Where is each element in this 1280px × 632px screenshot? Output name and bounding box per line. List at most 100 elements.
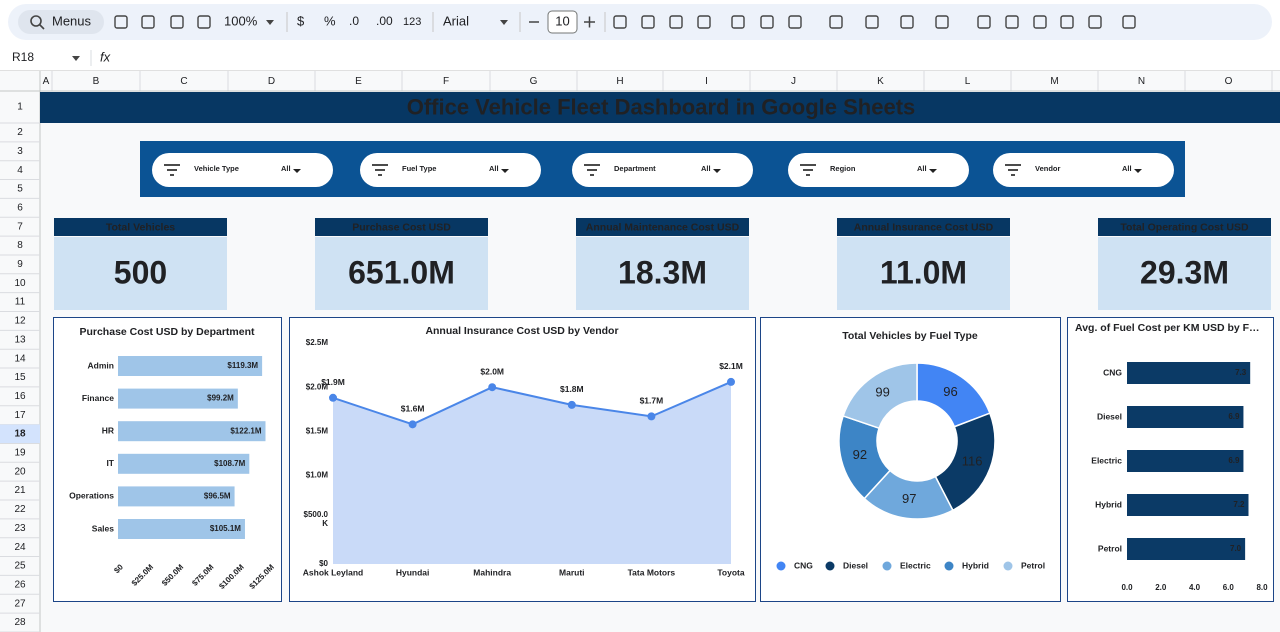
toolbar-font[interactable]: Arial (443, 13, 469, 28)
row-header[interactable]: 21 (14, 485, 26, 496)
row-header[interactable]: 15 (14, 372, 26, 383)
toolbar-icon[interactable] (977, 15, 991, 29)
filter-value[interactable]: All (281, 164, 291, 173)
filter-value[interactable]: All (1122, 164, 1132, 173)
toolbar-percent[interactable]: % (324, 13, 336, 28)
toolbar-icon[interactable] (731, 15, 745, 29)
bar[interactable] (118, 356, 263, 376)
toolbar-icon[interactable] (141, 15, 155, 29)
row-header[interactable]: 6 (17, 202, 23, 213)
toolbar-icon[interactable] (900, 15, 914, 29)
row-header[interactable]: 5 (17, 184, 23, 195)
search-text[interactable]: Menus (52, 13, 92, 28)
row-header[interactable]: 7 (17, 221, 23, 232)
row-header[interactable]: 11 (15, 297, 26, 308)
bar[interactable] (118, 519, 245, 539)
row-header[interactable]: 8 (17, 240, 23, 251)
row-header[interactable]: 27 (14, 598, 26, 609)
column-header[interactable]: L (965, 76, 971, 87)
column-header[interactable]: M (1050, 76, 1058, 87)
point[interactable] (647, 412, 656, 421)
column-header[interactable]: A (43, 76, 50, 87)
row-header[interactable]: 20 (14, 466, 26, 477)
toolbar-currency[interactable]: $ (297, 13, 305, 28)
bar[interactable] (118, 453, 250, 474)
row-header[interactable]: 14 (14, 353, 26, 364)
bar[interactable] (1127, 406, 1244, 428)
toolbar-icon[interactable] (760, 15, 774, 29)
row-header[interactable]: 25 (14, 561, 26, 572)
font-size-box[interactable] (547, 10, 578, 34)
bar[interactable] (118, 421, 266, 442)
slice[interactable] (842, 362, 918, 430)
bar[interactable] (1127, 450, 1244, 472)
row-header[interactable]: 9 (17, 259, 23, 270)
toolbar-icon[interactable] (1005, 15, 1019, 29)
filter-value[interactable]: All (489, 164, 499, 173)
filter-pill[interactable] (152, 153, 333, 187)
toolbar-icon[interactable] (865, 15, 879, 29)
column-header[interactable]: K (877, 76, 884, 87)
point[interactable] (567, 400, 576, 409)
toolbar-font-size[interactable]: 10 (555, 13, 569, 28)
toolbar-icon[interactable] (641, 15, 655, 29)
row-header[interactable]: 19 (14, 448, 26, 459)
column-header[interactable]: O (1225, 76, 1233, 87)
row-header[interactable]: 12 (14, 316, 26, 327)
toolbar-icon[interactable] (829, 15, 843, 29)
legend-label[interactable]: CNG (794, 560, 813, 570)
filter-pill[interactable] (360, 153, 541, 187)
toolbar-zoom[interactable]: 100% (224, 13, 258, 28)
toolbar-icon[interactable] (788, 15, 802, 29)
filter-pill[interactable] (788, 153, 969, 187)
column-header[interactable]: I (705, 76, 708, 87)
row-header[interactable]: 2 (17, 127, 23, 138)
row-header[interactable]: 26 (14, 579, 26, 590)
legend-label[interactable]: Diesel (843, 560, 868, 570)
legend-label[interactable]: Hybrid (962, 560, 989, 570)
plus-icon[interactable] (584, 16, 595, 28)
bar[interactable] (1127, 362, 1251, 384)
column-header[interactable]: G (530, 76, 538, 87)
toolbar-icon[interactable] (935, 15, 949, 29)
toolbar-icon[interactable] (197, 15, 211, 29)
legend-label[interactable]: Petrol (1021, 560, 1045, 570)
toolbar-icon[interactable] (669, 15, 683, 29)
toolbar-icon[interactable] (1122, 15, 1136, 29)
point[interactable] (329, 393, 337, 402)
toolbar-icon[interactable] (1088, 15, 1102, 29)
row-header[interactable]: 18 (14, 429, 26, 440)
column-header[interactable]: C (180, 76, 187, 87)
row-header[interactable]: 4 (17, 165, 23, 176)
toolbar-icon[interactable] (613, 15, 627, 29)
legend-label[interactable]: Electric (900, 560, 931, 570)
row-header[interactable]: 23 (14, 523, 26, 534)
column-header[interactable]: B (93, 76, 100, 87)
filter-value[interactable]: All (701, 164, 711, 173)
row-header[interactable]: 17 (14, 410, 26, 421)
toolbar-increase-decimal[interactable]: .00 (376, 14, 393, 28)
bar[interactable] (118, 388, 238, 409)
column-header[interactable]: E (355, 76, 362, 87)
toolbar-number-format[interactable]: 123 (403, 16, 421, 28)
bar[interactable] (1127, 538, 1246, 560)
point[interactable] (727, 377, 735, 386)
toolbar-icon[interactable] (1060, 15, 1074, 29)
column-header[interactable]: F (443, 76, 449, 87)
point[interactable] (408, 420, 417, 429)
row-header[interactable]: 28 (14, 617, 26, 628)
bar[interactable] (118, 486, 235, 507)
toolbar-icon[interactable] (114, 15, 128, 29)
row-header[interactable]: 16 (14, 391, 26, 402)
row-header[interactable]: 24 (14, 542, 26, 553)
name-box[interactable]: R18 (12, 50, 34, 64)
filter-pill[interactable] (572, 153, 753, 187)
filter-pill[interactable] (993, 153, 1174, 187)
row-header[interactable]: 22 (14, 504, 26, 515)
toolbar-icon[interactable] (1033, 15, 1047, 29)
row-header[interactable]: 10 (14, 278, 26, 289)
column-header[interactable]: N (1138, 76, 1145, 87)
row-header[interactable]: 3 (17, 146, 23, 157)
row-header[interactable]: 13 (14, 334, 26, 345)
toolbar-decrease-decimal[interactable]: .0 (349, 14, 359, 28)
